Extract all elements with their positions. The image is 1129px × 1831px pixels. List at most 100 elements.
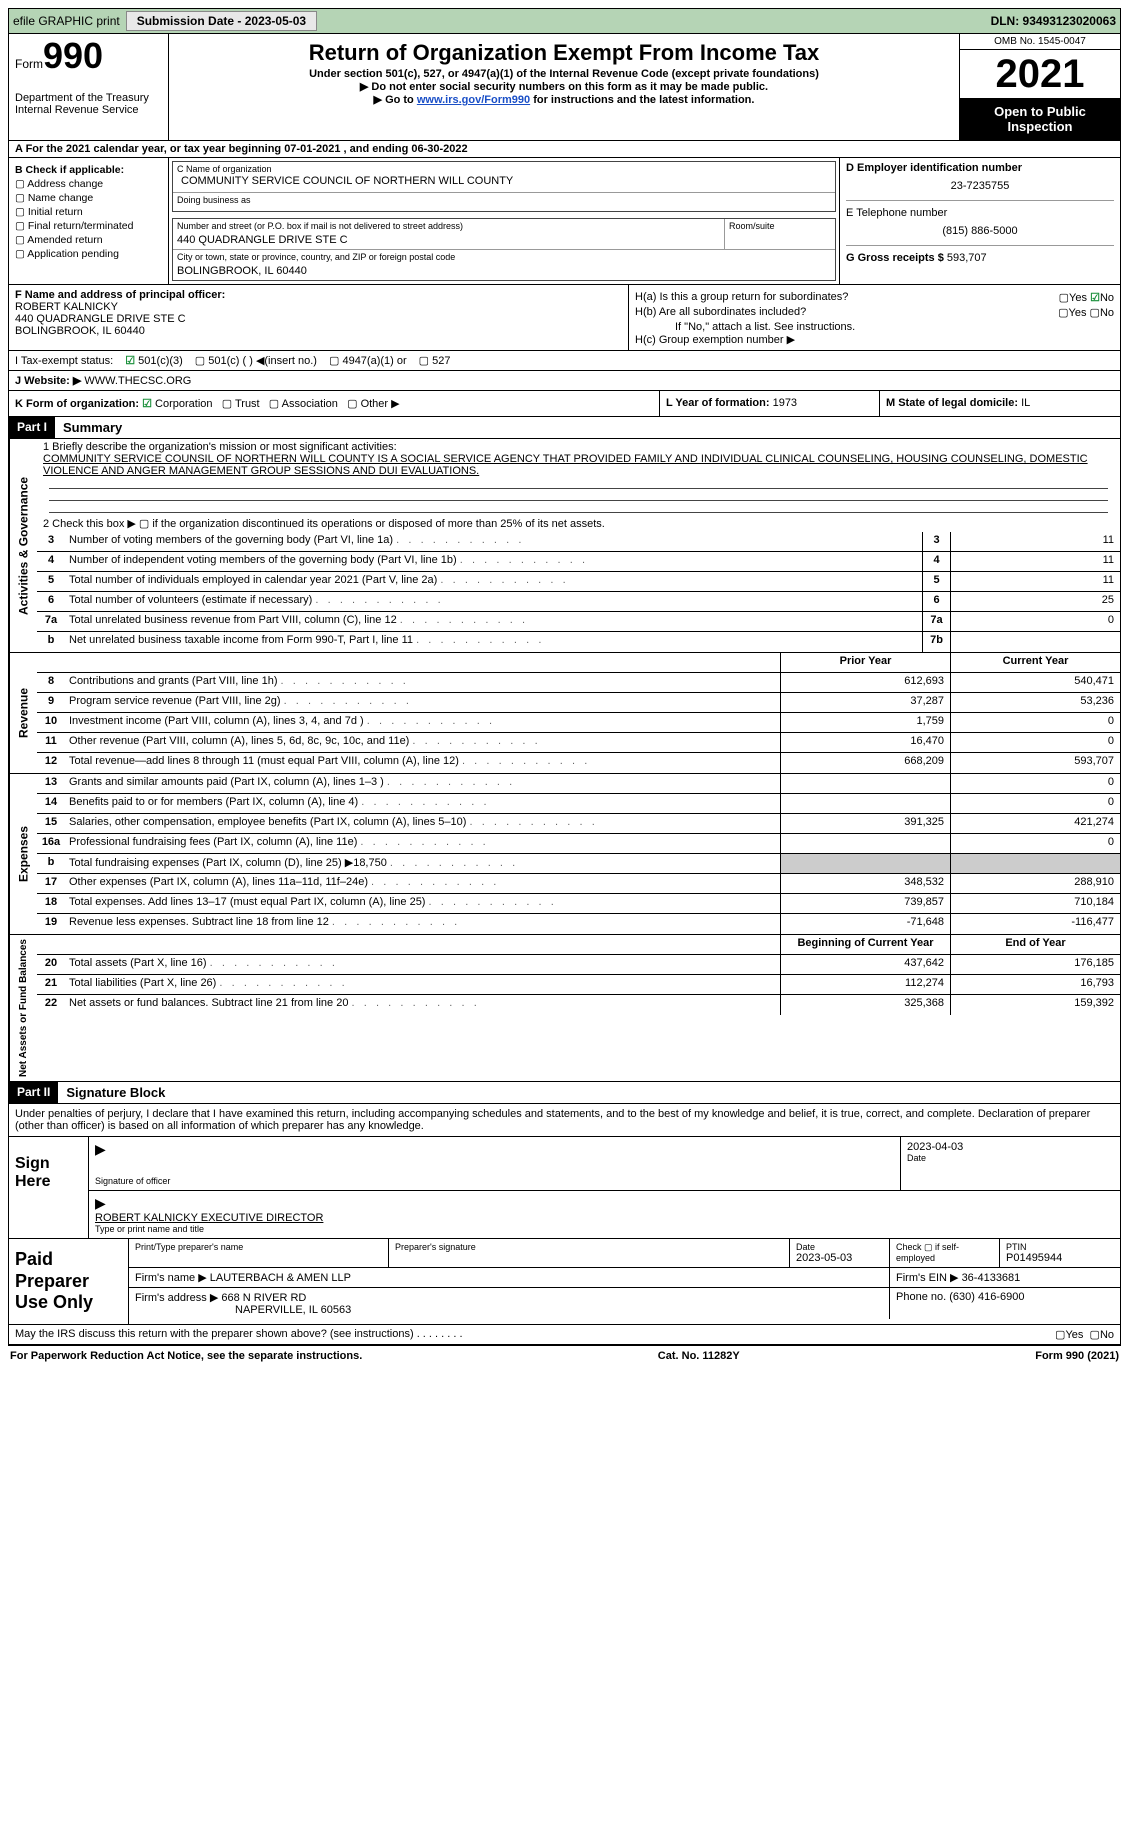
sig-name-cell: ROBERT KALNICKY EXECUTIVE DIRECTOR Type … <box>89 1191 1120 1238</box>
may-yes-lbl: Yes <box>1065 1329 1083 1341</box>
vtab-netassets: Net Assets or Fund Balances <box>9 935 37 1081</box>
irs-link[interactable]: www.irs.gov/Form990 <box>417 94 530 106</box>
exp-row-b: bTotal fundraising expenses (Part IX, co… <box>37 854 1120 874</box>
section-revenue: Revenue Prior Year Current Year 8Contrib… <box>8 653 1121 774</box>
vtab-expenses: Expenses <box>9 774 37 934</box>
na-header: Beginning of Current Year End of Year <box>37 935 1120 955</box>
firm-ein-lbl: Firm's EIN ▶ <box>896 1272 959 1284</box>
may-no[interactable] <box>1090 1329 1100 1341</box>
current-year-hdr: Current Year <box>950 653 1120 672</box>
rev-row-11: 11Other revenue (Part VIII, column (A), … <box>37 733 1120 753</box>
chk-501c3[interactable] <box>125 355 135 367</box>
hb-no[interactable] <box>1090 307 1100 319</box>
other: Other ▶ <box>361 398 400 410</box>
trust: Trust <box>235 398 260 410</box>
chk-other[interactable] <box>347 398 357 410</box>
m-label: M State of legal domicile: <box>886 397 1018 409</box>
section-netassets: Net Assets or Fund Balances Beginning of… <box>8 935 1121 1082</box>
part2-tag: Part II <box>9 1082 58 1103</box>
pp-ptin-val: P01495944 <box>1006 1252 1114 1264</box>
pp-date-val: 2023-05-03 <box>796 1252 883 1264</box>
pycy-header: Prior Year Current Year <box>37 653 1120 673</box>
state-domicile: IL <box>1021 397 1030 409</box>
chk-corp[interactable] <box>142 398 152 410</box>
form-word: Form <box>15 57 43 71</box>
form-number: 990 <box>43 35 103 76</box>
gov-row-7b: bNet unrelated business taxable income f… <box>37 632 1120 652</box>
officer-name: ROBERT KALNICKY <box>15 301 622 313</box>
j-label: J Website: ▶ <box>15 375 81 387</box>
na-row-22: 22Net assets or fund balances. Subtract … <box>37 995 1120 1015</box>
i-label: I Tax-exempt status: <box>15 355 113 367</box>
city-label: City or town, state or province, country… <box>173 250 835 264</box>
goto-post: for instructions and the latest informat… <box>530 94 754 106</box>
hb-row: H(b) Are all subordinates included? Yes … <box>635 306 1114 319</box>
dept-label: Department of the Treasury Internal Reve… <box>15 92 162 116</box>
sig-officer-cell: Signature of officer <box>89 1137 900 1190</box>
form-subtitle: Under section 501(c), 527, or 4947(a)(1)… <box>175 68 953 80</box>
footer-mid: Cat. No. 11282Y <box>658 1350 740 1362</box>
page-footer: For Paperwork Reduction Act Notice, see … <box>8 1345 1121 1366</box>
topbar: efile GRAPHIC print Submission Date - 20… <box>8 8 1121 34</box>
chk-amended[interactable]: Amended return <box>15 234 162 246</box>
ein-section: D Employer identification number 23-7235… <box>846 162 1114 192</box>
chk-4947[interactable] <box>329 355 339 367</box>
vtab-governance: Activities & Governance <box>9 439 37 652</box>
pp-self-emp[interactable]: Check ▢ if self-employed <box>890 1239 1000 1267</box>
f-label: F Name and address of principal officer: <box>15 289 622 301</box>
street-box: Number and street (or P.O. box if mail i… <box>172 218 836 281</box>
mission-lead: 1 Briefly describe the organization's mi… <box>43 441 1114 453</box>
box-m: M State of legal domicile: IL <box>880 391 1120 416</box>
gross-val: 593,707 <box>947 252 987 264</box>
chk-pending[interactable]: Application pending <box>15 248 162 260</box>
sig-name-val: ROBERT KALNICKY EXECUTIVE DIRECTOR <box>95 1212 1114 1224</box>
block-fh: F Name and address of principal officer:… <box>8 285 1121 351</box>
chk-initial[interactable]: Initial return <box>15 206 162 218</box>
chk-address[interactable]: Address change <box>15 178 162 190</box>
submission-button[interactable]: Submission Date - 2023-05-03 <box>126 11 317 31</box>
chk-final[interactable]: Final return/terminated <box>15 220 162 232</box>
footer-left: For Paperwork Reduction Act Notice, see … <box>10 1350 362 1362</box>
prep-r3: Firm's address ▶ 668 N RIVER RD NAPERVIL… <box>129 1288 1120 1319</box>
declaration: Under penalties of perjury, I declare th… <box>9 1104 1120 1136</box>
hb-yes[interactable] <box>1058 307 1068 319</box>
box-c: C Name of organization COMMUNITY SERVICE… <box>169 158 840 284</box>
chk-name[interactable]: Name change <box>15 192 162 204</box>
footer-right: Form 990 (2021) <box>1035 1350 1119 1362</box>
exp-row-18: 18Total expenses. Add lines 13–17 (must … <box>37 894 1120 914</box>
line-j: J Website: ▶ WWW.THECSC.ORG <box>8 371 1121 391</box>
line-i: I Tax-exempt status: 501(c)(3) 501(c) ( … <box>8 351 1121 371</box>
pp-sig-lbl: Preparer's signature <box>395 1242 783 1252</box>
c-label: C Name of organization <box>177 164 272 174</box>
beg-year-hdr: Beginning of Current Year <box>780 935 950 954</box>
tel-label: E Telephone number <box>846 207 1114 219</box>
chk-527[interactable] <box>419 355 429 367</box>
ha-yes[interactable] <box>1059 292 1069 304</box>
note-ssn: Do not enter social security numbers on … <box>175 80 953 93</box>
chk-trust[interactable] <box>222 398 232 410</box>
corp: Corporation <box>155 398 212 410</box>
na-row-20: 20Total assets (Part X, line 16)437,6421… <box>37 955 1120 975</box>
section-governance: Activities & Governance 1 Briefly descri… <box>8 439 1121 653</box>
no: No <box>1100 292 1114 304</box>
sig-name-label: Type or print name and title <box>95 1224 1114 1234</box>
exp-row-14: 14Benefits paid to or for members (Part … <box>37 794 1120 814</box>
box-de: D Employer identification number 23-7235… <box>840 158 1120 284</box>
firm-name-val: LAUTERBACH & AMEN LLP <box>210 1272 351 1284</box>
chk-assoc[interactable] <box>269 398 279 410</box>
exp-row-13: 13Grants and similar amounts paid (Part … <box>37 774 1120 794</box>
section-expenses: Expenses 13Grants and similar amounts pa… <box>8 774 1121 935</box>
ha-no[interactable] <box>1090 292 1100 304</box>
officer-addr1: 440 QUADRANGLE DRIVE STE C <box>15 313 622 325</box>
firm-name-lbl: Firm's name ▶ <box>135 1272 207 1284</box>
firm-ein-val: 36-4133681 <box>962 1272 1021 1284</box>
prep-r1: Print/Type preparer's name Preparer's si… <box>129 1239 1120 1268</box>
form-header: Form990 Department of the Treasury Inter… <box>8 34 1121 141</box>
preparer-row: Paid Preparer Use Only Print/Type prepar… <box>9 1238 1120 1324</box>
chk-501c[interactable] <box>195 355 205 367</box>
hb-label: H(b) Are all subordinates included? <box>635 306 806 319</box>
exp-row-15: 15Salaries, other compensation, employee… <box>37 814 1120 834</box>
box-h: H(a) Is this a group return for subordin… <box>629 285 1120 350</box>
may-yes[interactable] <box>1055 1329 1065 1341</box>
vtab-revenue: Revenue <box>9 653 37 773</box>
